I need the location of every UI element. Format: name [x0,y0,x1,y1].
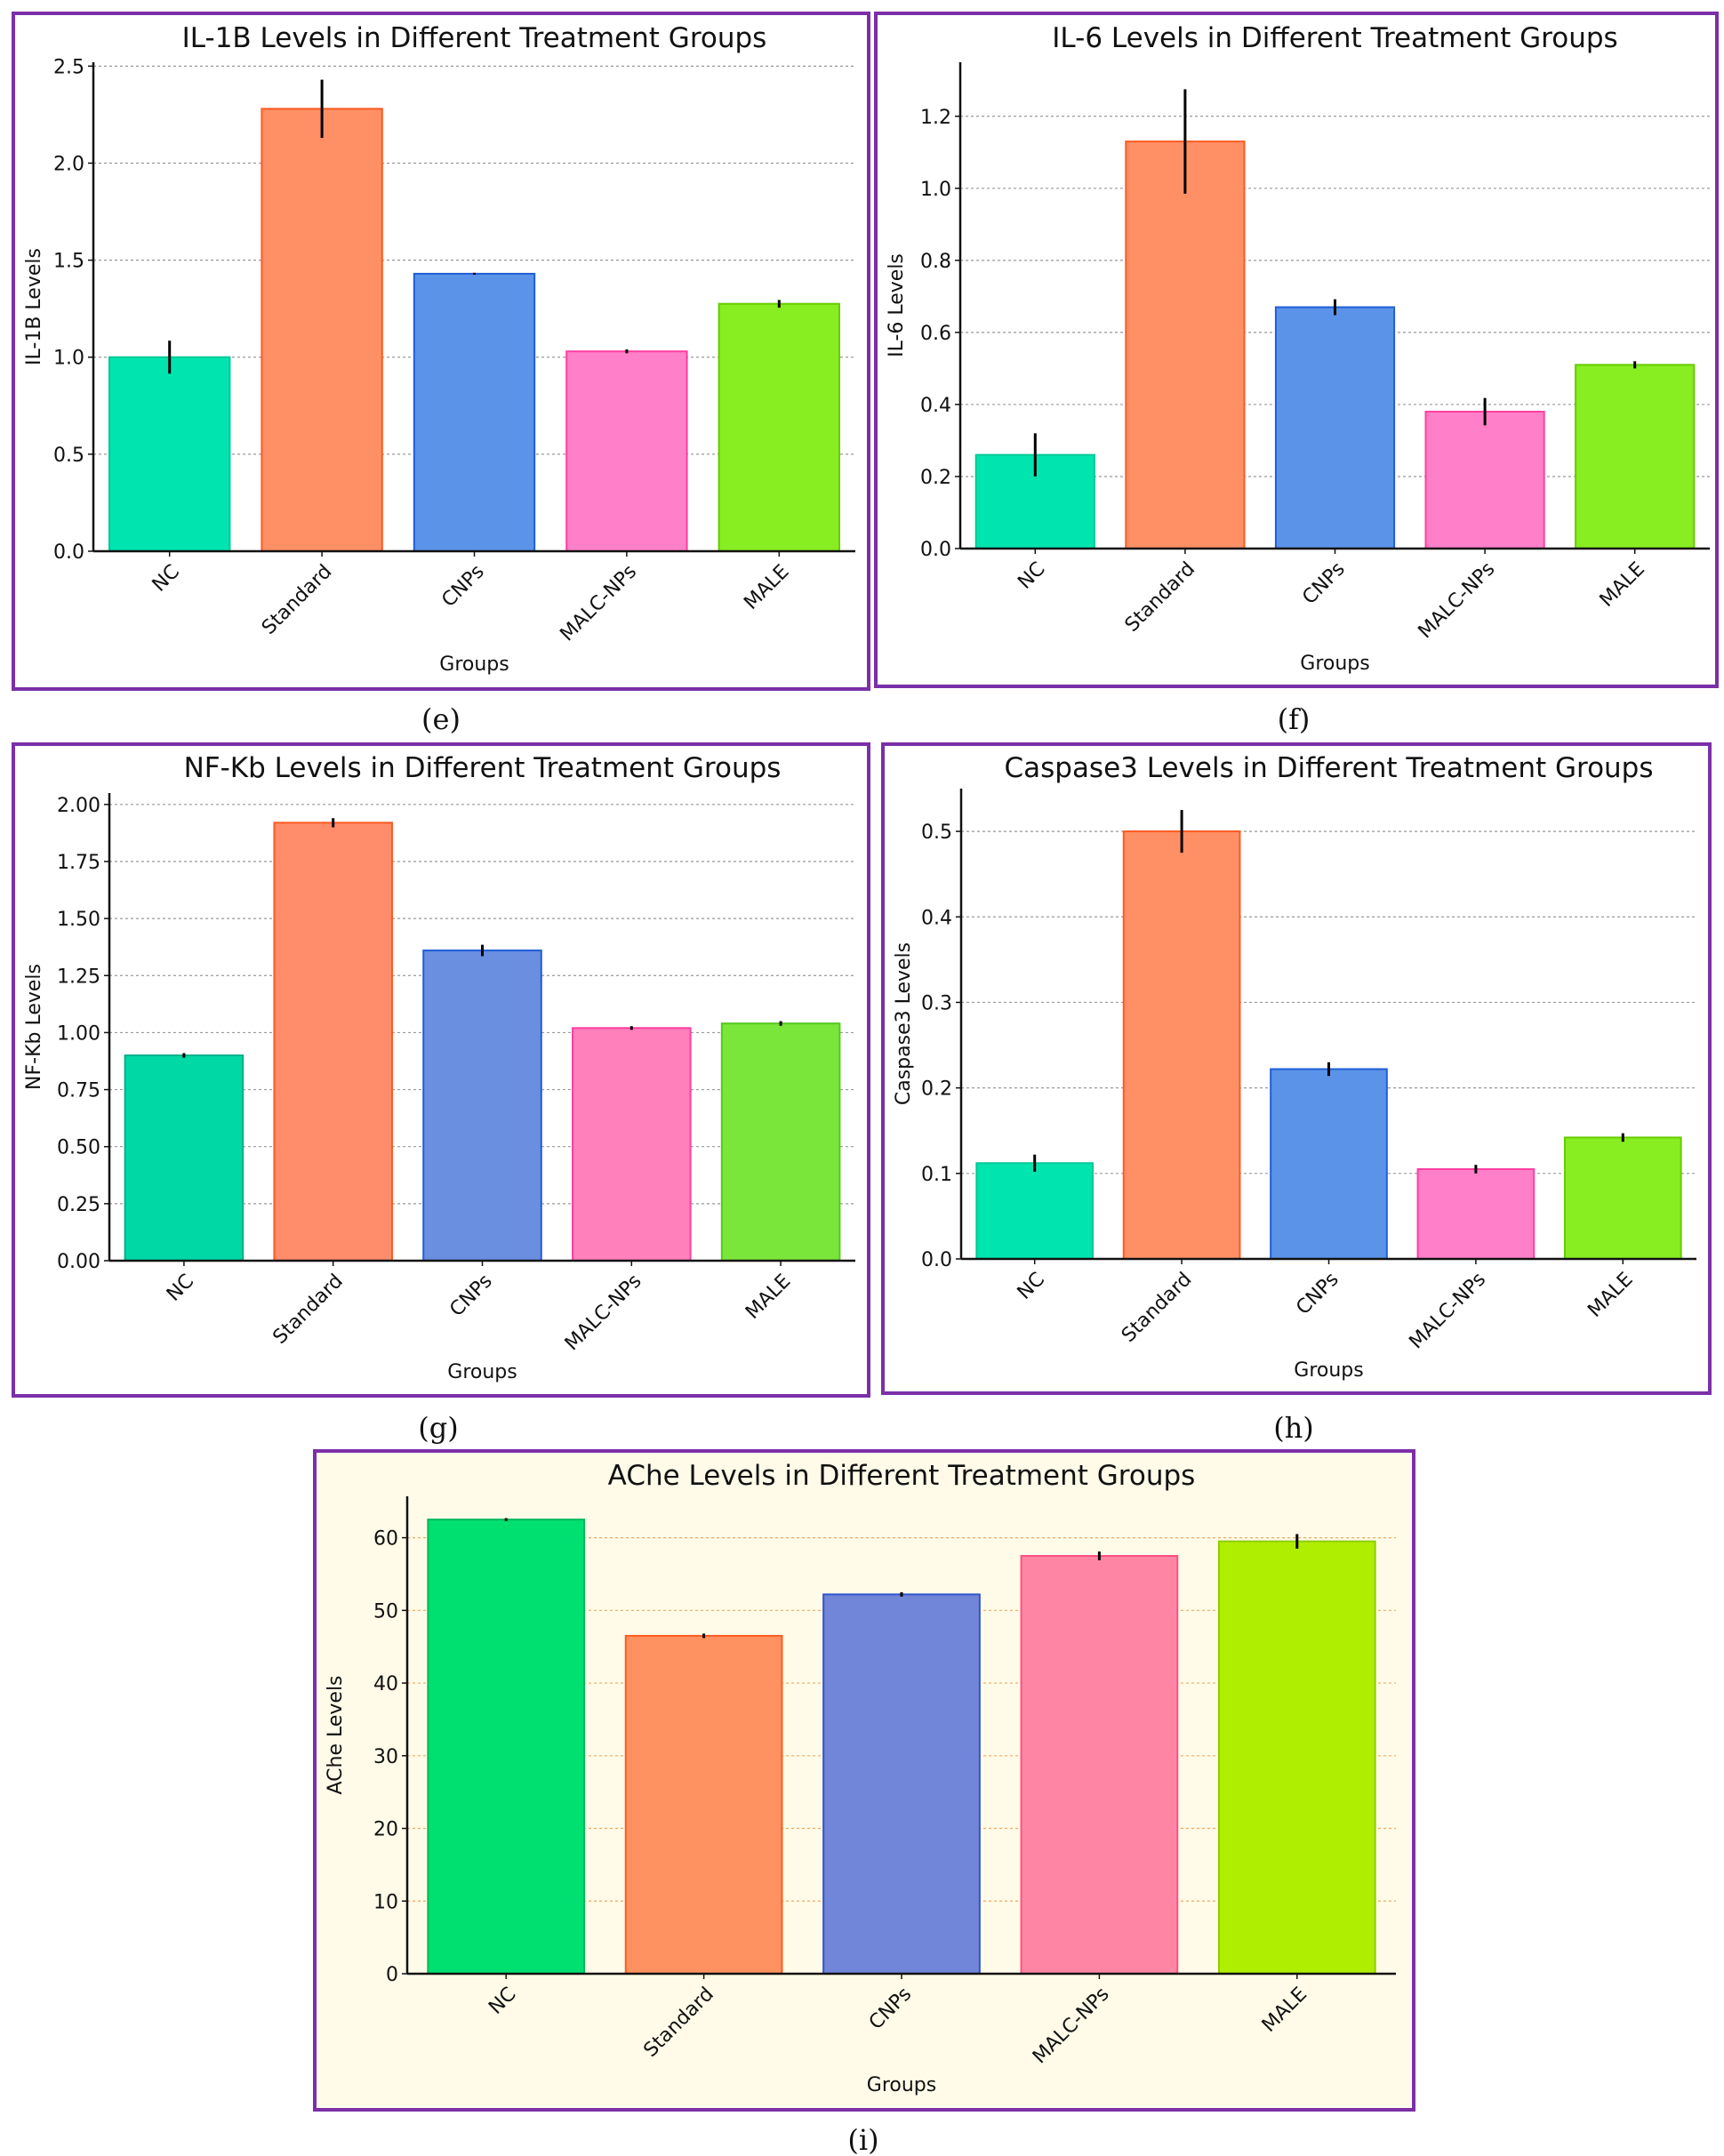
chart-title: Caspase3 Levels in Different Treatment G… [1004,752,1653,784]
bar-male [1563,1136,1682,1261]
panel-caption: (g) [418,1411,458,1445]
y-tick-label: 0.00 [57,1251,100,1273]
bar-cnps [822,1593,981,1975]
bar-standard [273,822,393,1262]
y-tick-label: 1.0 [53,348,84,370]
bar-malc-nps [572,1027,692,1262]
y-tick-label: 30 [373,1746,398,1768]
y-tick-label: 2.0 [53,153,84,175]
y-tick-label: 1.2 [920,107,951,129]
bar-nc [108,356,231,552]
y-axis-label: IL-1B Levels [23,248,45,365]
y-tick-label: 40 [373,1673,398,1695]
chart-title: IL-6 Levels in Different Treatment Group… [1052,22,1617,54]
chart-title: IL-1B Levels in Different Treatment Grou… [182,22,767,54]
bar-nc [975,1162,1095,1260]
panel-caption: (i) [847,2123,878,2156]
y-axis-label: NF-Kb Levels [23,964,45,1090]
y-tick-label: 0.2 [920,467,951,489]
bar-male [1575,364,1696,549]
x-axis-label: Groups [867,2074,936,2096]
y-tick-label: 0.75 [57,1080,100,1102]
chart-panel: 0.00.51.01.52.02.5NC Standard CNPs MALC-NPs… [12,12,870,736]
x-axis-label: Groups [1294,1359,1363,1382]
y-tick-label: 0.0 [921,1249,952,1271]
y-tick-label: 0.50 [57,1137,100,1159]
bar-malc-nps [1020,1555,1179,1975]
bar-cnps [422,950,542,1262]
bar-nc [427,1519,586,1976]
y-tick-label: 0.4 [920,395,951,417]
y-tick-label: 2.00 [57,795,100,817]
bar-malc-nps [565,350,688,553]
y-tick-label: 10 [373,1891,398,1913]
y-tick-label: 0.3 [921,992,952,1014]
y-tick-label: 0.5 [921,822,952,844]
bar-cnps [1270,1068,1388,1260]
bar-malc-nps [1424,411,1545,549]
panel-caption: (f) [1278,702,1311,736]
y-tick-label: 1.0 [920,179,951,201]
panel-caption: (e) [421,702,461,736]
x-axis-label: Groups [447,1361,517,1383]
bar-standard [261,108,383,552]
y-tick-label: 0.1 [921,1164,952,1186]
chart-panel: 0.00.10.20.30.40.5NC Standard CNPs MALC-NPs… [881,742,1712,1445]
y-tick-label: 2.5 [53,56,84,78]
y-tick-label: 0.0 [53,541,84,564]
bar-malc-nps [1416,1168,1536,1260]
chart-panel: 0.00.20.40.60.81.01.2NC Standard CNPs MALC-… [874,12,1719,736]
bar-standard [1125,140,1246,549]
x-axis-label: Groups [1300,653,1369,675]
y-tick-label: 1.25 [57,966,100,988]
y-tick-label: 0.4 [921,907,952,929]
y-tick-label: 20 [373,1819,398,1841]
y-tick-label: 0.2 [921,1078,952,1101]
y-tick-label: 0 [386,1964,398,1986]
y-tick-label: 0.8 [920,251,951,273]
y-axis-label: Caspase3 Levels [893,942,915,1105]
y-tick-label: 0.6 [920,323,951,345]
chart-title: AChe Levels in Different Treatment Group… [608,1460,1196,1492]
bar-male [718,302,841,552]
panel-caption: (h) [1273,1411,1314,1445]
y-tick-label: 0.25 [57,1194,100,1216]
y-tick-label: 1.75 [57,852,100,874]
y-tick-label: 0.0 [920,539,951,561]
bar-cnps [413,272,536,552]
bar-standard [624,1634,783,1975]
y-tick-label: 60 [373,1528,398,1551]
bar-nc [124,1054,245,1262]
y-axis-label: AChe Levels [325,1675,347,1794]
y-tick-label: 1.00 [57,1022,100,1045]
y-tick-label: 0.5 [53,445,84,467]
chart-title: NF-Kb Levels in Different Treatment Grou… [184,752,782,784]
y-tick-label: 1.50 [57,909,100,931]
x-axis-label: Groups [439,653,509,676]
bar-cnps [1274,306,1396,549]
y-tick-label: 50 [373,1600,398,1623]
bar-male [720,1022,841,1262]
y-axis-label: IL-6 Levels [886,253,908,357]
y-tick-label: 1.5 [53,251,84,273]
bar-standard [1122,830,1241,1260]
bar-male [1217,1540,1376,1975]
